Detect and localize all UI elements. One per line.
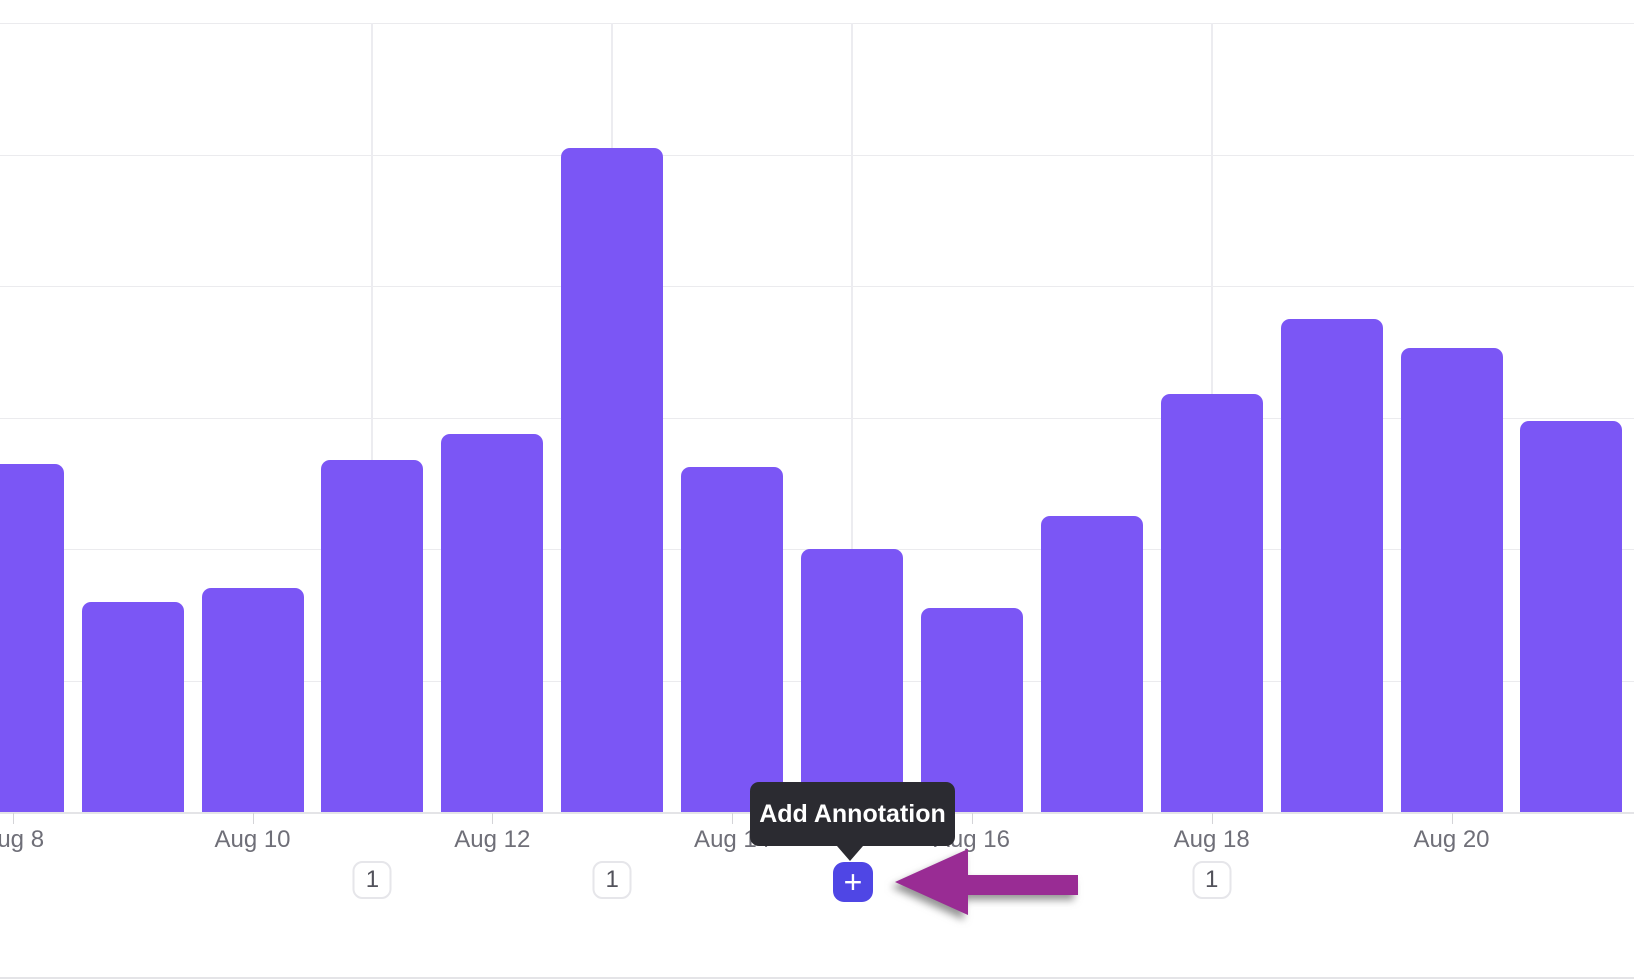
bar-aug-17[interactable] (1040, 516, 1143, 812)
annotation-line-aug-15 (851, 23, 853, 812)
tooltip-label: Add Annotation (759, 799, 946, 828)
x-axis-tick (971, 813, 973, 824)
bar-aug-14[interactable] (681, 466, 784, 812)
gridline-horizontal (0, 417, 1634, 419)
bottom-divider (0, 977, 1634, 979)
bar-aug-18[interactable] (1160, 394, 1263, 812)
bar-aug-20[interactable] (1400, 348, 1503, 812)
annotation-count-badge-aug-13[interactable]: 1 (592, 861, 632, 899)
bar-aug-8[interactable] (0, 463, 64, 812)
x-axis-label-aug-18: Aug 18 (1173, 826, 1250, 853)
annotation-line-aug-11 (371, 23, 374, 812)
x-axis-tick (252, 813, 254, 824)
bar-aug-11[interactable] (321, 460, 424, 812)
bar-aug-19[interactable] (1280, 318, 1383, 812)
bar-aug-10[interactable] (201, 588, 304, 812)
annotation-count-badge-aug-11[interactable]: 1 (352, 861, 392, 899)
bar-aug-13[interactable] (561, 147, 664, 812)
bar-aug-16[interactable] (920, 608, 1023, 812)
annotation-count-badge-aug-18[interactable]: 1 (1192, 861, 1232, 899)
x-axis-tick (12, 813, 14, 824)
add-annotation-button[interactable]: + (833, 862, 873, 902)
x-axis-label-aug-8: Aug 8 (0, 826, 45, 853)
bar-aug-15[interactable] (801, 549, 903, 812)
x-axis-tick (732, 813, 734, 824)
x-axis-label-aug-10: Aug 10 (214, 826, 291, 853)
plus-icon: + (843, 864, 863, 900)
gridline-horizontal (0, 23, 1634, 24)
bar-aug-9[interactable] (81, 601, 184, 812)
left-arrow-icon (895, 849, 1078, 915)
x-axis-label-aug-20: Aug 20 (1413, 826, 1490, 853)
bar-aug-21[interactable] (1520, 420, 1623, 812)
gridline-horizontal (0, 286, 1634, 287)
bar-aug-12[interactable] (441, 433, 544, 812)
tooltip-pointer (837, 846, 863, 861)
add-annotation-tooltip: Add Annotation (750, 782, 955, 861)
x-axis-tick (1451, 813, 1453, 824)
x-axis-label-aug-12: Aug 12 (454, 826, 531, 853)
gridline-horizontal (0, 154, 1634, 156)
x-axis-tick (1211, 813, 1213, 824)
x-axis-tick (492, 813, 494, 824)
